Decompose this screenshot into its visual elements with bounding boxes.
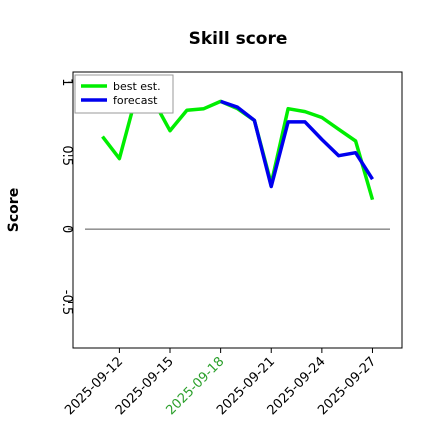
y-tick-label: 0.5 <box>59 145 74 166</box>
y-tick-label: 1 <box>59 78 74 86</box>
plot-frame <box>72 71 403 349</box>
y-axis-label: Score <box>6 188 22 232</box>
chart-title: Skill score <box>189 29 288 49</box>
y-tick-label: 0 <box>59 225 74 233</box>
series-line <box>220 99 374 189</box>
legend-label: best est. <box>113 80 161 93</box>
legend-box <box>74 74 174 114</box>
y-tick-label: -0.5 <box>59 290 74 315</box>
legend-label: forecast <box>113 94 158 107</box>
